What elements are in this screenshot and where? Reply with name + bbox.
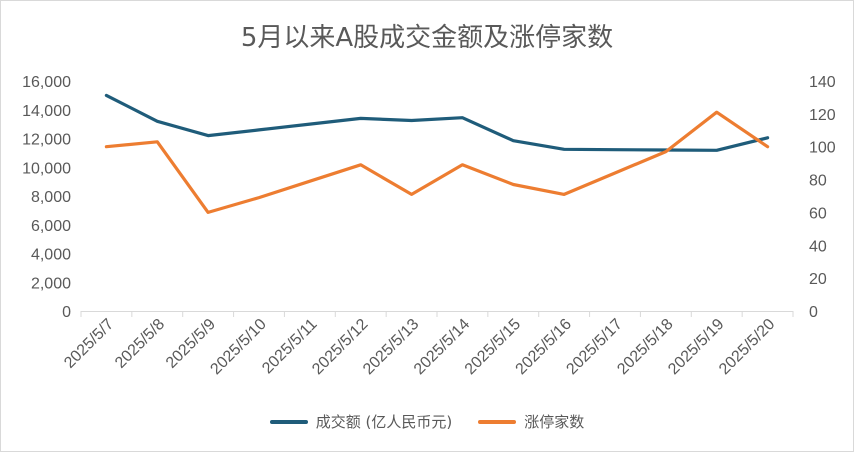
y-right-tick-label: 20 (809, 271, 827, 288)
x-tick-label: 2025/5/8 (112, 316, 168, 372)
legend-item-turnover: 成交额 (亿人民币元) (269, 411, 453, 432)
x-tick-label: 2025/5/10 (207, 316, 269, 378)
legend-label-turnover: 成交额 (亿人民币元) (315, 413, 453, 431)
legend: 成交额 (亿人民币元) 涨停家数 (1, 411, 853, 432)
y-right-tick-label: 60 (809, 205, 827, 222)
y-left-tick-label: 6,000 (31, 218, 71, 235)
y-left-tick-label: 8,000 (31, 189, 71, 206)
y-right-tick-label: 100 (809, 140, 836, 157)
y-left-tick-label: 14,000 (22, 103, 71, 120)
legend-swatch-turnover (269, 419, 308, 424)
series-line-turnover (104, 93, 770, 152)
y-right-tick-label: 140 (809, 74, 836, 91)
x-tick-label: 2025/5/7 (61, 316, 117, 372)
y-left-tick-label: 0 (62, 304, 71, 321)
y-right-tick-label: 120 (809, 107, 836, 124)
y-left-tick-label: 10,000 (22, 160, 71, 177)
y-left-tick-label: 2,000 (31, 275, 71, 292)
series-line-limit-up (104, 110, 770, 214)
legend-swatch-limit-up (478, 419, 517, 424)
legend-item-limit-up: 涨停家数 (478, 411, 584, 432)
chart-title: 5月以来A股成交金额及涨停家数 (240, 23, 614, 53)
legend-label-limit-up: 涨停家数 (524, 413, 585, 431)
y-right-tick-label: 80 (809, 173, 827, 190)
x-tick-label: 2025/5/20 (716, 316, 778, 378)
y-left-tick-label: 4,000 (31, 247, 71, 264)
y-right-tick-label: 0 (809, 304, 818, 321)
y-left-tick-label: 12,000 (22, 132, 71, 149)
y-right-tick-label: 40 (809, 238, 827, 255)
y-left-tick-label: 16,000 (22, 74, 71, 91)
line-chart: 0 2,000 4,000 6,000 8,000 10,000 12,000 14,000 1… (22, 74, 836, 378)
